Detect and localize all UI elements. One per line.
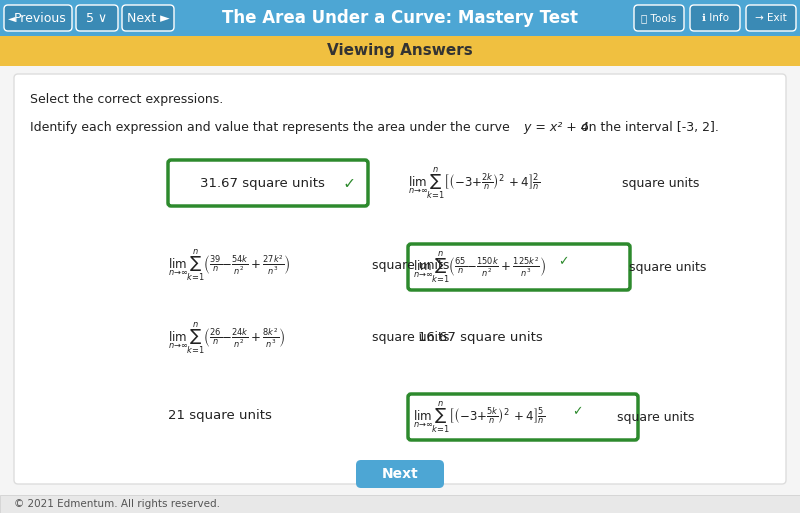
Text: $\lim_{n \to \infty} \sum_{k=1}^{n}\left(\frac{26}{n}-\frac{24k}{n^2}+\frac{8k^2: $\lim_{n \to \infty} \sum_{k=1}^{n}\left…: [168, 320, 286, 356]
Text: square units: square units: [618, 176, 699, 189]
Text: square units: square units: [368, 259, 450, 271]
Text: square units: square units: [625, 261, 706, 273]
Text: $\lim_{n \to \infty} \sum_{k=1}^{n}\left[\left(-3+\frac{5k}{n}\right)^{2}+4\righ: $\lim_{n \to \infty} \sum_{k=1}^{n}\left…: [413, 399, 545, 435]
Text: → Exit: → Exit: [755, 13, 787, 23]
Text: ℹ Info: ℹ Info: [702, 13, 729, 23]
Text: ◄: ◄: [8, 13, 15, 23]
FancyBboxPatch shape: [690, 5, 740, 31]
Text: square units: square units: [368, 331, 450, 345]
Text: square units: square units: [613, 410, 694, 424]
Text: Identify each expression and value that represents the area under the curve: Identify each expression and value that …: [30, 122, 510, 134]
FancyBboxPatch shape: [168, 160, 368, 206]
Text: 5 ∨: 5 ∨: [86, 11, 107, 25]
FancyBboxPatch shape: [76, 5, 118, 31]
Text: on the interval [-3, 2].: on the interval [-3, 2].: [577, 122, 719, 134]
Text: The Area Under a Curve: Mastery Test: The Area Under a Curve: Mastery Test: [222, 9, 578, 27]
Text: $\lim_{n \to \infty} \sum_{k=1}^{n}\left[\left(-3+\frac{2k}{n}\right)^{2}+4\righ: $\lim_{n \to \infty} \sum_{k=1}^{n}\left…: [408, 165, 540, 201]
FancyBboxPatch shape: [14, 74, 786, 484]
Text: Select the correct expressions.: Select the correct expressions.: [30, 93, 223, 107]
Bar: [0, 0, 800, 36]
Bar: [0, 36, 800, 66]
FancyBboxPatch shape: [746, 5, 796, 31]
Text: 21 square units: 21 square units: [168, 408, 272, 422]
FancyBboxPatch shape: [408, 394, 638, 440]
Text: Next: Next: [382, 467, 418, 481]
Text: 31.67 square units: 31.67 square units: [200, 176, 325, 189]
Text: $\lim_{n \to \infty} \sum_{k=1}^{n}\left(\frac{39}{n}-\frac{54k}{n^2}+\frac{27k^: $\lim_{n \to \infty} \sum_{k=1}^{n}\left…: [168, 247, 290, 283]
Text: © 2021 Edmentum. All rights reserved.: © 2021 Edmentum. All rights reserved.: [14, 499, 220, 509]
FancyBboxPatch shape: [4, 5, 72, 31]
Text: Viewing Answers: Viewing Answers: [327, 44, 473, 58]
Text: 16.67 square units: 16.67 square units: [418, 331, 542, 345]
FancyBboxPatch shape: [634, 5, 684, 31]
Text: y = x² + 4: y = x² + 4: [520, 122, 589, 134]
Text: Previous: Previous: [14, 11, 66, 25]
Text: 🔧 Tools: 🔧 Tools: [642, 13, 677, 23]
FancyBboxPatch shape: [408, 244, 630, 290]
Text: ✓: ✓: [558, 255, 569, 268]
FancyBboxPatch shape: [122, 5, 174, 31]
Text: Next ►: Next ►: [126, 11, 170, 25]
Bar: [0, 495, 800, 513]
FancyBboxPatch shape: [356, 460, 444, 488]
Text: ✓: ✓: [572, 405, 582, 419]
Text: $\lim_{n \to \infty} \sum_{k=1}^{n}\left(\frac{65}{n}-\frac{150k}{n^2}+\frac{125: $\lim_{n \to \infty} \sum_{k=1}^{n}\left…: [413, 249, 546, 285]
Text: ✓: ✓: [338, 175, 356, 190]
